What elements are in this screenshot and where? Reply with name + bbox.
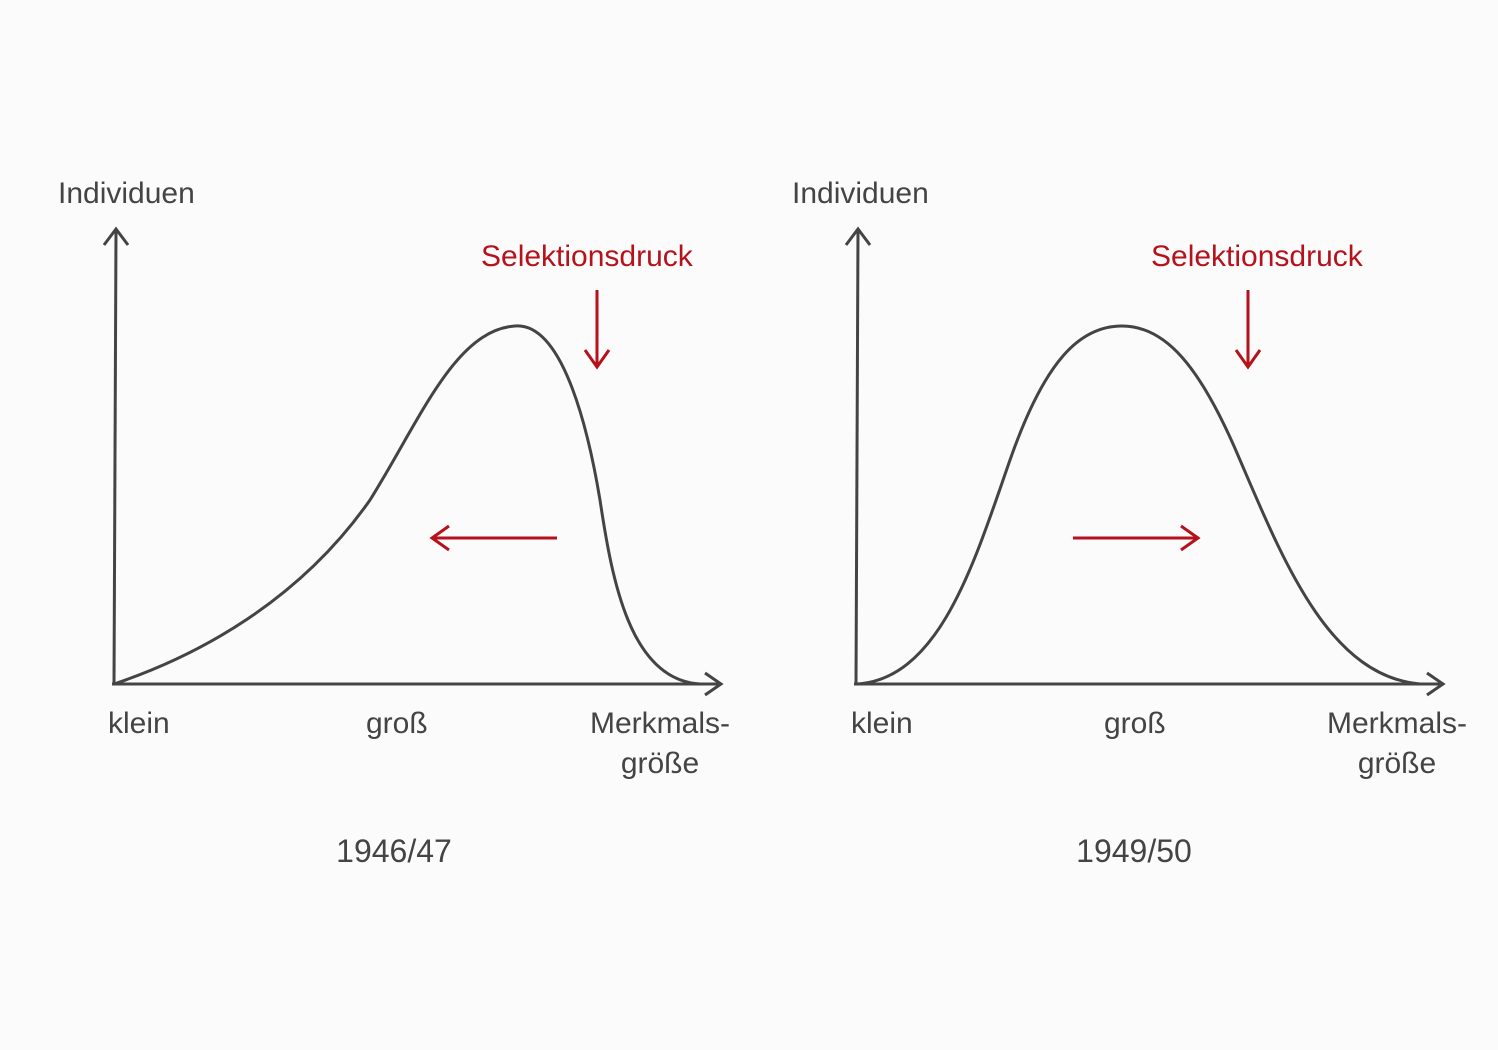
x-tick-small: klein (108, 707, 170, 740)
y-axis-label: Individuen (792, 177, 929, 210)
selection-pressure-label: Selektionsdruck (1151, 240, 1364, 273)
shift-arrowhead (1180, 524, 1201, 552)
x-tick-large: groß (366, 707, 428, 740)
panel-1949: Individuen Selektionsdruck klein groß Me… (792, 177, 1467, 869)
x-tick-large: groß (1104, 707, 1166, 740)
period-label: 1949/50 (1076, 833, 1192, 869)
distribution-curve (854, 324, 1422, 686)
x-axis-label-line2: größe (621, 747, 699, 780)
x-axis-label-line1: Merkmals- (1327, 707, 1467, 740)
selection-pressure-label: Selektionsdruck (481, 240, 694, 273)
y-axis-line (112, 229, 118, 685)
y-axis-label: Individuen (58, 177, 195, 210)
x-axis-arrowhead (704, 671, 724, 697)
x-tick-small: klein (851, 707, 913, 740)
distribution-curve (112, 324, 702, 686)
period-label: 1946/47 (336, 833, 452, 869)
selection-pressure-arrowhead (1234, 349, 1262, 370)
x-axis-arrowhead (1426, 671, 1446, 697)
y-axis-arrowhead (844, 226, 872, 246)
panel-1946: Individuen Selektionsdruck klein groß Me… (58, 177, 730, 869)
y-axis-arrowhead (102, 226, 130, 246)
shift-arrowhead (429, 524, 450, 552)
selection-pressure-arrowhead (583, 349, 611, 370)
x-axis-label-line2: größe (1358, 747, 1436, 780)
y-axis-line (854, 229, 860, 685)
x-axis-label-line1: Merkmals- (590, 707, 730, 740)
